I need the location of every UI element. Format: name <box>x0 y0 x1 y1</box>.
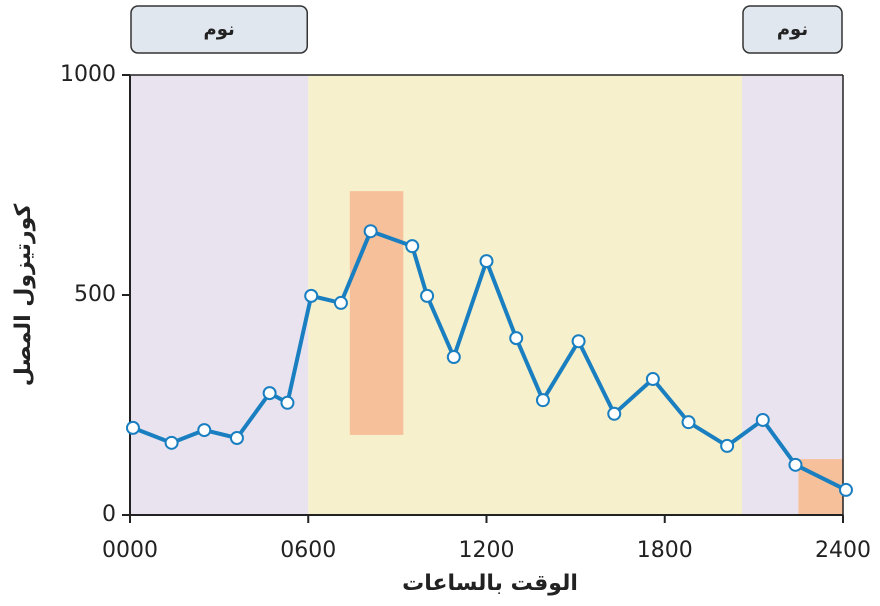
sleep-band <box>130 75 309 515</box>
point <box>755 412 770 427</box>
x-tick-label: 2400 <box>815 538 871 563</box>
point <box>645 372 660 387</box>
point <box>164 435 179 450</box>
point <box>509 331 524 346</box>
point <box>405 239 420 254</box>
point <box>571 334 586 349</box>
x-tick-label: 1800 <box>637 538 693 563</box>
point <box>420 288 435 303</box>
x-tick-label: 0600 <box>280 538 336 563</box>
point <box>446 350 461 365</box>
point <box>197 423 212 438</box>
x-axis-label: الوقت بالساعات <box>402 571 578 596</box>
sleep-label-box <box>742 5 843 54</box>
y-tick-label: 500 <box>74 282 116 307</box>
point <box>720 438 735 453</box>
y-tick-label: 0 <box>102 502 116 527</box>
point <box>535 393 550 408</box>
point <box>280 395 295 410</box>
x-tick-label: 1200 <box>459 538 515 563</box>
y-axis-label: كورتيزول المصل <box>11 204 36 387</box>
point <box>607 406 622 421</box>
point <box>333 295 348 310</box>
sleep-band <box>741 75 843 515</box>
x-tick-label: 0000 <box>102 538 158 563</box>
sleep-label: نوم <box>777 19 808 40</box>
point <box>229 431 244 445</box>
background-layer <box>130 75 843 515</box>
sleep-label-box <box>130 5 308 54</box>
point <box>681 415 696 430</box>
point <box>125 420 140 435</box>
point <box>479 254 494 269</box>
y-tick-label: 1000 <box>60 62 116 87</box>
point <box>838 482 853 497</box>
point <box>262 386 277 401</box>
point <box>788 457 803 472</box>
point <box>304 288 319 303</box>
sleep-label: نوم <box>204 19 235 40</box>
point <box>363 224 378 239</box>
